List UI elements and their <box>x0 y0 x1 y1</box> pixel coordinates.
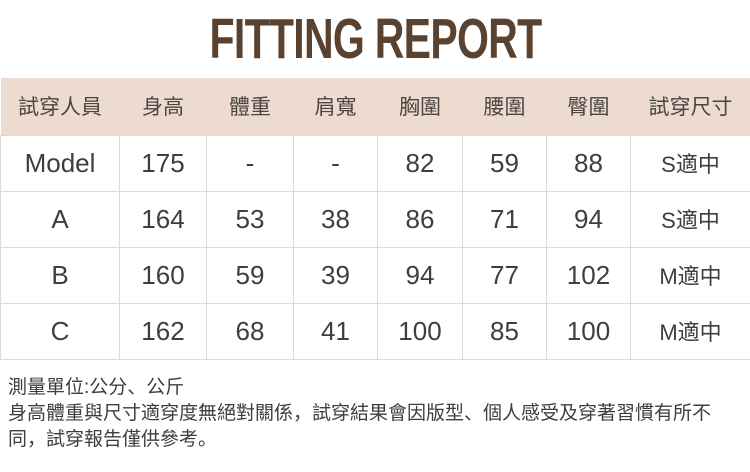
cell-height: 164 <box>119 190 207 248</box>
cell-weight: 53 <box>206 190 294 248</box>
cell-chest: 86 <box>377 190 463 248</box>
cell-fit-size: M適中 <box>630 246 750 304</box>
column-header-shoulder: 肩寬 <box>293 78 378 135</box>
cell-weight: - <box>206 134 294 192</box>
cell-fit-size: S適中 <box>630 134 750 192</box>
cell-shoulder: 38 <box>293 190 378 248</box>
cell-waist: 85 <box>462 302 547 360</box>
cell-chest: 94 <box>377 246 463 304</box>
page-title: FITTING REPORT <box>209 6 542 71</box>
cell-person: C <box>0 302 120 360</box>
fitting-disclaimer-note: 身高體重與尺寸適穿度無絕對關係，試穿結果會因版型、個人感受及穿著習慣有所不同，試… <box>8 402 712 450</box>
cell-fit-size: S適中 <box>630 190 750 248</box>
cell-person: Model <box>0 134 120 192</box>
cell-hip: 88 <box>546 134 631 192</box>
column-header-fit-size: 試穿尺寸 <box>630 78 750 135</box>
table-row-model: Model 175 - - 82 59 88 S適中 <box>0 134 750 192</box>
cell-person: A <box>0 190 120 248</box>
cell-fit-size: M適中 <box>630 302 750 360</box>
cell-height: 160 <box>119 246 207 304</box>
measurement-unit-note: 測量單位:公分、公斤 <box>8 376 185 398</box>
column-header-weight: 體重 <box>206 78 294 135</box>
cell-waist: 77 <box>462 246 547 304</box>
table-row-b: B 160 59 39 94 77 102 M適中 <box>0 246 750 304</box>
fitting-report-table: 試穿人員 身高 體重 肩寬 胸圍 腰圍 臀圍 試穿尺寸 Model 175 - … <box>0 78 750 360</box>
cell-shoulder: 41 <box>293 302 378 360</box>
footnotes: 測量單位:公分、公斤 身高體重與尺寸適穿度無絕對關係，試穿結果會因版型、個人感受… <box>0 360 750 453</box>
column-header-height: 身高 <box>119 78 207 135</box>
table-row-c: C 162 68 41 100 85 100 M適中 <box>0 302 750 360</box>
cell-chest: 82 <box>377 134 463 192</box>
cell-weight: 59 <box>206 246 294 304</box>
report-header: FITTING REPORT <box>0 0 750 78</box>
cell-shoulder: 39 <box>293 246 378 304</box>
cell-height: 162 <box>119 302 207 360</box>
column-header-hip: 臀圍 <box>546 78 631 135</box>
cell-waist: 71 <box>462 190 547 248</box>
column-header-waist: 腰圍 <box>462 78 547 135</box>
cell-height: 175 <box>119 134 207 192</box>
table-header-row: 試穿人員 身高 體重 肩寬 胸圍 腰圍 臀圍 試穿尺寸 <box>0 78 750 135</box>
cell-hip: 94 <box>546 190 631 248</box>
cell-person: B <box>0 246 120 304</box>
cell-chest: 100 <box>377 302 463 360</box>
cell-hip: 100 <box>546 302 631 360</box>
cell-weight: 68 <box>206 302 294 360</box>
column-header-chest: 胸圍 <box>377 78 463 135</box>
cell-hip: 102 <box>546 246 631 304</box>
column-header-person: 試穿人員 <box>0 78 120 135</box>
table-row-a: A 164 53 38 86 71 94 S適中 <box>0 190 750 248</box>
cell-shoulder: - <box>293 134 378 192</box>
cell-waist: 59 <box>462 134 547 192</box>
